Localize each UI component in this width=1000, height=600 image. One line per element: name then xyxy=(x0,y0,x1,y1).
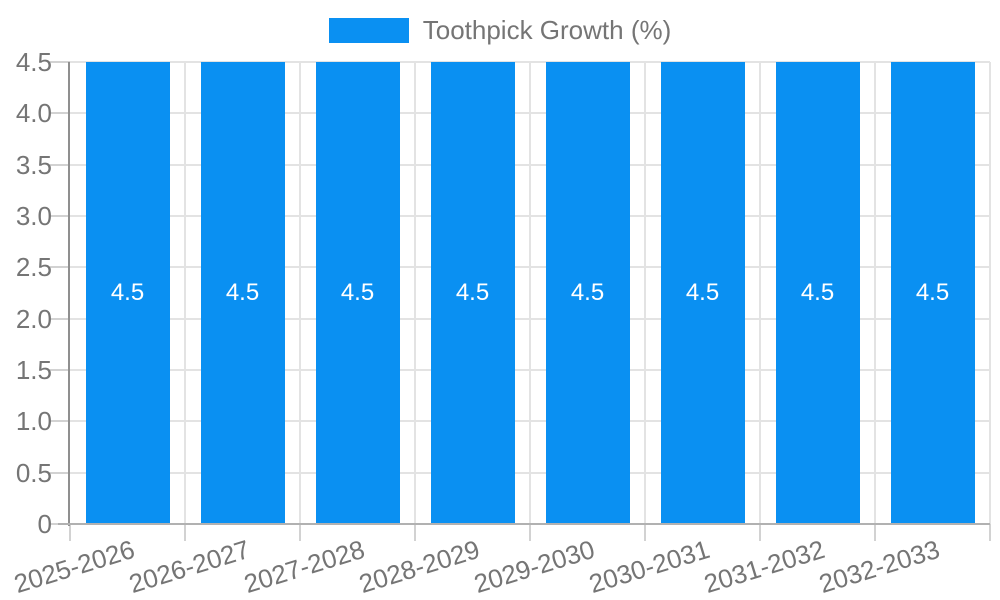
y-tick-label: 3.0 xyxy=(15,201,52,231)
bar-value-label: 4.5 xyxy=(685,279,720,306)
y-tick-label: 0.5 xyxy=(15,457,52,488)
y-tick-mark xyxy=(50,317,70,320)
y-tick-mark xyxy=(50,61,70,63)
x-tick-mark xyxy=(644,524,646,541)
gridline-vertical xyxy=(644,62,646,524)
gridline-vertical xyxy=(529,62,531,524)
x-tick-mark xyxy=(874,524,876,541)
y-axis-line xyxy=(68,62,70,526)
y-tick-label: 1.0 xyxy=(15,406,52,437)
y-tick-label: 0 xyxy=(37,509,52,539)
y-tick-label: 4.5 xyxy=(15,47,52,77)
x-tick-mark xyxy=(184,524,186,541)
bar-value-label: 4.5 xyxy=(455,279,490,306)
bar[interactable]: 4.5 xyxy=(775,62,860,524)
y-tick-label: 4.0 xyxy=(15,98,52,129)
gridline-vertical xyxy=(414,62,416,524)
x-tick-label: 2026-2027 xyxy=(125,534,254,600)
bar-value-label: 4.5 xyxy=(225,279,260,306)
x-tick-mark xyxy=(759,524,761,541)
y-tick-mark xyxy=(50,215,70,217)
x-tick-mark xyxy=(69,524,71,541)
bar[interactable]: 4.5 xyxy=(200,62,285,524)
x-tick-label: 2025-2026 xyxy=(10,534,139,600)
bar-value-label: 4.5 xyxy=(915,279,950,306)
x-tick-label: 2030-2031 xyxy=(585,534,714,600)
bar[interactable]: 4.5 xyxy=(430,62,515,524)
x-tick-label: 2032-2033 xyxy=(815,534,944,600)
bar[interactable]: 4.5 xyxy=(85,62,170,524)
y-tick-mark xyxy=(50,112,70,115)
y-tick-label: 2.0 xyxy=(15,303,52,334)
legend-swatch xyxy=(328,17,409,43)
y-tick-mark xyxy=(50,369,70,371)
bar[interactable]: 4.5 xyxy=(890,62,975,524)
gridline-vertical xyxy=(759,62,761,524)
legend-label: Toothpick Growth (%) xyxy=(422,14,672,45)
bar[interactable]: 4.5 xyxy=(545,62,630,524)
x-axis-line xyxy=(58,523,990,525)
gridline-vertical xyxy=(874,62,876,524)
y-tick-mark xyxy=(50,163,70,166)
y-tick-label: 2.5 xyxy=(15,252,52,283)
gridline-vertical xyxy=(299,62,301,524)
x-tick-label: 2029-2030 xyxy=(470,534,599,600)
bar-value-label: 4.5 xyxy=(800,279,835,306)
x-tick-label: 2031-2032 xyxy=(700,534,829,600)
gridline-vertical xyxy=(184,62,186,524)
legend[interactable]: Toothpick Growth (%) xyxy=(0,13,1000,47)
x-tick-mark xyxy=(299,524,301,541)
bar[interactable]: 4.5 xyxy=(315,62,400,524)
gridline-vertical xyxy=(989,62,991,524)
y-tick-label: 3.5 xyxy=(15,149,52,180)
bar-value-label: 4.5 xyxy=(570,279,605,306)
y-tick-label: 1.5 xyxy=(15,355,52,385)
x-tick-label: 2027-2028 xyxy=(240,534,369,600)
y-tick-mark xyxy=(50,266,70,269)
x-tick-mark xyxy=(414,524,416,541)
y-tick-mark xyxy=(50,420,70,423)
x-tick-mark xyxy=(989,524,991,541)
bar-value-label: 4.5 xyxy=(110,279,145,306)
y-tick-mark xyxy=(50,471,70,474)
x-tick-label: 2028-2029 xyxy=(355,534,484,600)
x-tick-mark xyxy=(529,524,531,541)
bar[interactable]: 4.5 xyxy=(660,62,745,524)
bar-value-label: 4.5 xyxy=(340,279,375,306)
